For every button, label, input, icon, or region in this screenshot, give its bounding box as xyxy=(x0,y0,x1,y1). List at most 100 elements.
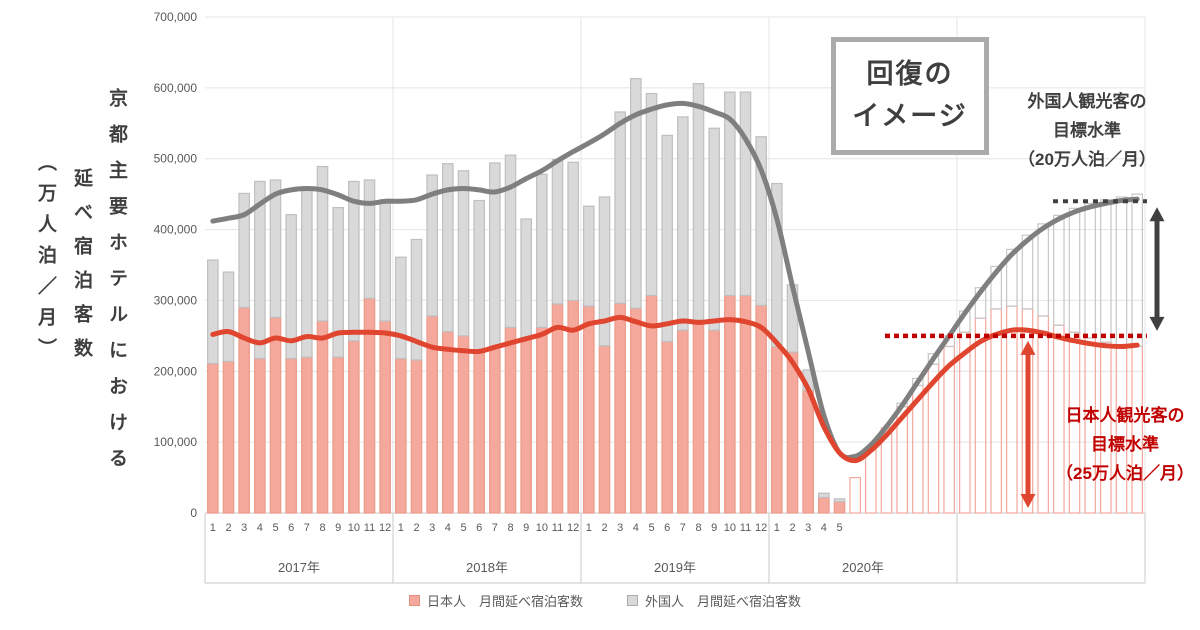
legend-japanese-label: 日本人 月間延べ宿泊客数 xyxy=(426,594,583,609)
bar-japanese xyxy=(724,294,736,514)
month-tick-label: 1 xyxy=(210,522,216,534)
month-tick-label: 9 xyxy=(711,522,717,534)
month-tick-label: 5 xyxy=(836,522,842,534)
y-axis-tick-label: 500,000 xyxy=(154,152,198,166)
bar-japanese xyxy=(269,316,282,514)
japanese-target-line3: （25万人泊／月） xyxy=(1056,463,1194,483)
foreign-target-range-arrow-head-up xyxy=(1149,207,1165,222)
bar-japanese xyxy=(222,360,235,514)
bar-japanese xyxy=(755,304,767,514)
bar-foreign xyxy=(614,111,626,304)
month-tick-label: 12 xyxy=(567,522,579,534)
bar-japanese-projected xyxy=(974,317,987,514)
bar-foreign-projected xyxy=(1021,234,1034,310)
y-axis-tick-label: 400,000 xyxy=(154,223,198,237)
bar-foreign xyxy=(536,173,548,328)
month-tick-label: 2 xyxy=(413,522,419,534)
bar-japanese xyxy=(285,357,297,514)
month-tick-label: 4 xyxy=(821,522,827,534)
bar-foreign xyxy=(410,238,423,361)
bar-japanese xyxy=(551,303,564,514)
japanese-target-range-arrow-head-up xyxy=(1020,340,1036,355)
bar-foreign-projected xyxy=(1115,196,1128,346)
foreign-target-line1: 外国人観光客の xyxy=(1027,92,1147,111)
foreign-legend-swatch-icon xyxy=(627,595,638,606)
bar-foreign xyxy=(645,92,658,297)
japanese-legend-swatch-icon xyxy=(408,595,420,606)
bar-japanese xyxy=(520,338,532,514)
bar-japanese-projected xyxy=(959,331,971,514)
bar-foreign xyxy=(583,205,595,307)
bar-japanese xyxy=(395,357,407,514)
month-tick-label: 8 xyxy=(695,522,701,534)
bar-japanese-projected xyxy=(849,476,861,514)
month-tick-label: 7 xyxy=(680,522,686,534)
bar-foreign xyxy=(520,218,532,340)
month-tick-label: 5 xyxy=(648,522,654,534)
bar-japanese xyxy=(457,335,470,514)
month-tick-label: 10 xyxy=(724,522,736,534)
month-tick-label: 2 xyxy=(789,522,795,534)
bar-foreign xyxy=(379,199,391,322)
bar-japanese xyxy=(708,329,720,514)
bar-japanese-projected xyxy=(990,308,1002,514)
japanese-target-range-arrow-head-down xyxy=(1020,494,1036,508)
chart-legend: 日本人 月間延べ宿泊客数 外国人 月間延べ宿泊客数 xyxy=(205,591,1005,610)
bar-foreign xyxy=(238,192,250,309)
legend-foreign-label: 外国人 月間延べ宿泊客数 xyxy=(645,594,802,609)
bar-japanese xyxy=(614,302,626,514)
month-tick-label: 7 xyxy=(304,522,310,534)
bar-japanese xyxy=(833,501,846,514)
y-axis-tick-label: 600,000 xyxy=(154,81,198,95)
bar-japanese xyxy=(630,307,642,514)
trend-lines-group xyxy=(210,100,1140,464)
bar-foreign xyxy=(567,161,579,302)
month-tick-label: 3 xyxy=(805,522,811,534)
bar-japanese xyxy=(771,345,783,514)
month-tick-label: 9 xyxy=(335,522,341,534)
year-tick-label: 2019年 xyxy=(654,560,696,575)
bar-foreign xyxy=(724,91,736,297)
japanese-target-line1: 日本人観光客の xyxy=(1065,406,1185,425)
month-tick-label: 4 xyxy=(445,522,451,534)
bar-foreign-projected xyxy=(1068,207,1081,333)
bar-foreign xyxy=(708,127,720,331)
month-tick-label: 8 xyxy=(319,522,325,534)
japanese-trend-line xyxy=(210,314,1140,464)
month-tick-label: 3 xyxy=(241,522,247,534)
bar-foreign xyxy=(504,154,517,328)
month-tick-label: 4 xyxy=(257,522,263,534)
bar-japanese xyxy=(473,349,485,514)
bar-foreign xyxy=(630,78,642,309)
month-tick-label: 1 xyxy=(774,522,780,534)
bar-foreign xyxy=(316,165,329,322)
month-tick-label: 2 xyxy=(225,522,231,534)
bar-japanese xyxy=(442,331,454,514)
bar-foreign-projected xyxy=(1131,193,1143,348)
bar-japanese xyxy=(348,340,360,514)
arrows-group xyxy=(1020,207,1165,508)
y-axis-tick-label: 700,000 xyxy=(154,10,198,24)
bar-foreign xyxy=(301,189,313,358)
month-tick-label: 2 xyxy=(601,522,607,534)
month-tick-label: 5 xyxy=(272,522,278,534)
bar-japanese xyxy=(254,357,266,514)
month-tick-label: 6 xyxy=(288,522,294,534)
bar-foreign xyxy=(818,492,830,499)
bar-foreign xyxy=(661,134,673,343)
bar-foreign xyxy=(254,180,266,360)
year-tick-label: 2020年 xyxy=(842,560,884,575)
japanese-target-annotation: 日本人観光客の 目標水準 （25万人泊／月） xyxy=(1040,402,1200,489)
bar-japanese xyxy=(583,305,595,514)
bar-japanese xyxy=(489,345,501,514)
bar-japanese xyxy=(786,351,799,514)
bar-foreign-projected xyxy=(1037,223,1049,317)
month-tick-label: 6 xyxy=(476,522,482,534)
month-tick-label: 11 xyxy=(552,522,563,534)
bar-foreign xyxy=(692,83,705,321)
bar-japanese xyxy=(739,294,752,514)
bar-japanese xyxy=(692,319,705,514)
bar-japanese xyxy=(802,389,814,514)
bar-foreign xyxy=(442,163,454,333)
